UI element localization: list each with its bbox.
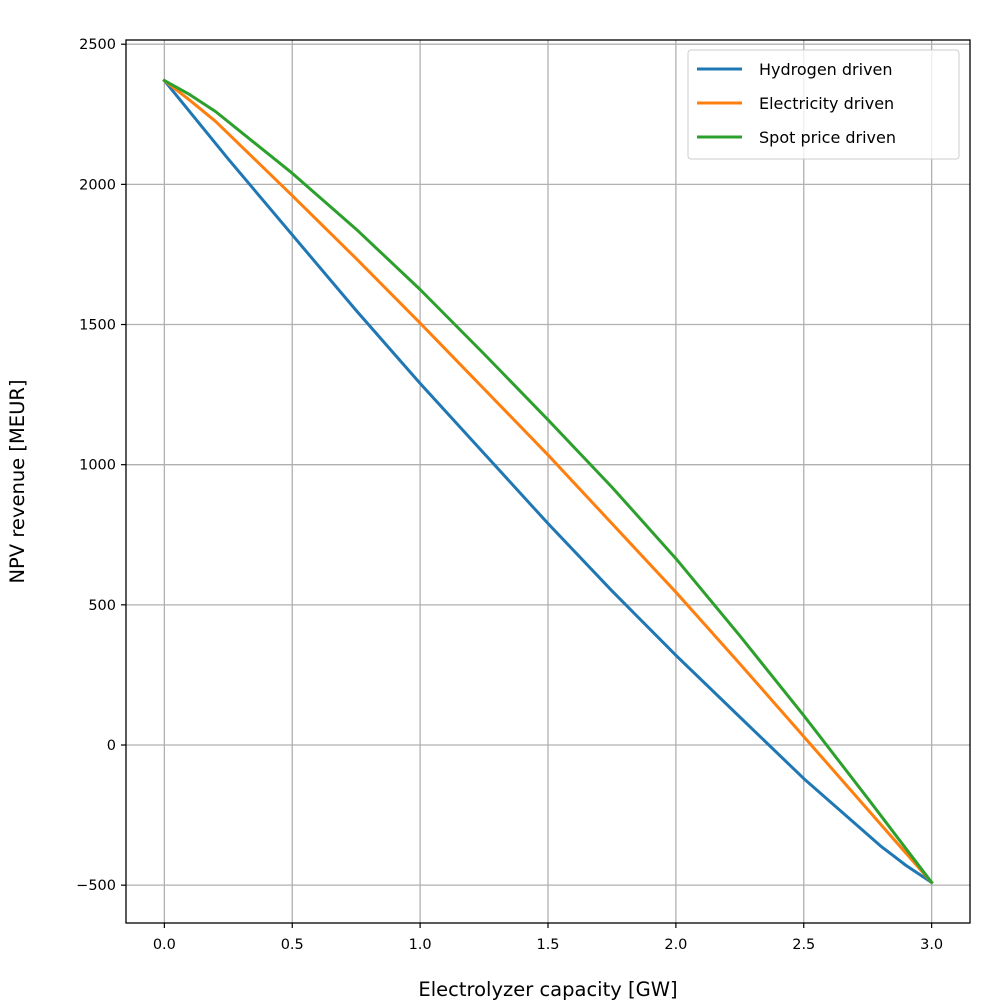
y-tick-label: 1500 <box>79 318 116 334</box>
series-line-electricity-driven <box>162 78 934 885</box>
y-tick-label: 2500 <box>79 37 116 53</box>
x-tick-label: 3.0 <box>920 937 943 953</box>
grid-lines <box>126 40 970 923</box>
y-tick-label: 1000 <box>79 458 116 474</box>
y-axis-label: NPV revenue [MEUR] <box>6 379 29 583</box>
legend-box <box>687 49 960 160</box>
axis-ticks: 0.0 0.5 1.0 1.5 2.0 2.5 3.0 −500 0 500 1000 1500 200… <box>76 37 943 953</box>
x-tick-label: 0.0 <box>153 937 176 953</box>
legend: Hydrogen driven Electricity driven Spot pr… <box>687 49 960 160</box>
series-line-spot-price-driven <box>162 78 934 885</box>
y-tick-label: −500 <box>76 878 116 894</box>
y-tick-label: 2000 <box>79 177 116 193</box>
x-tick-label: 1.5 <box>536 937 559 953</box>
x-tick-label: 1.0 <box>409 937 432 953</box>
series-lines <box>162 78 934 885</box>
legend-label-electricity-driven: Electricity driven <box>759 94 894 113</box>
x-tick-label: 0.5 <box>281 937 304 953</box>
legend-label-spot-price-driven: Spot price driven <box>759 128 896 147</box>
x-tick-label: 2.0 <box>664 937 687 953</box>
y-tick-label: 0 <box>107 738 116 754</box>
x-axis-label: Electrolyzer capacity [GW] <box>418 978 677 1000</box>
series-line-hydrogen-driven <box>162 78 934 885</box>
x-tick-label: 2.5 <box>792 937 815 953</box>
legend-label-hydrogen-driven: Hydrogen driven <box>759 60 893 79</box>
y-tick-label: 500 <box>88 598 116 614</box>
